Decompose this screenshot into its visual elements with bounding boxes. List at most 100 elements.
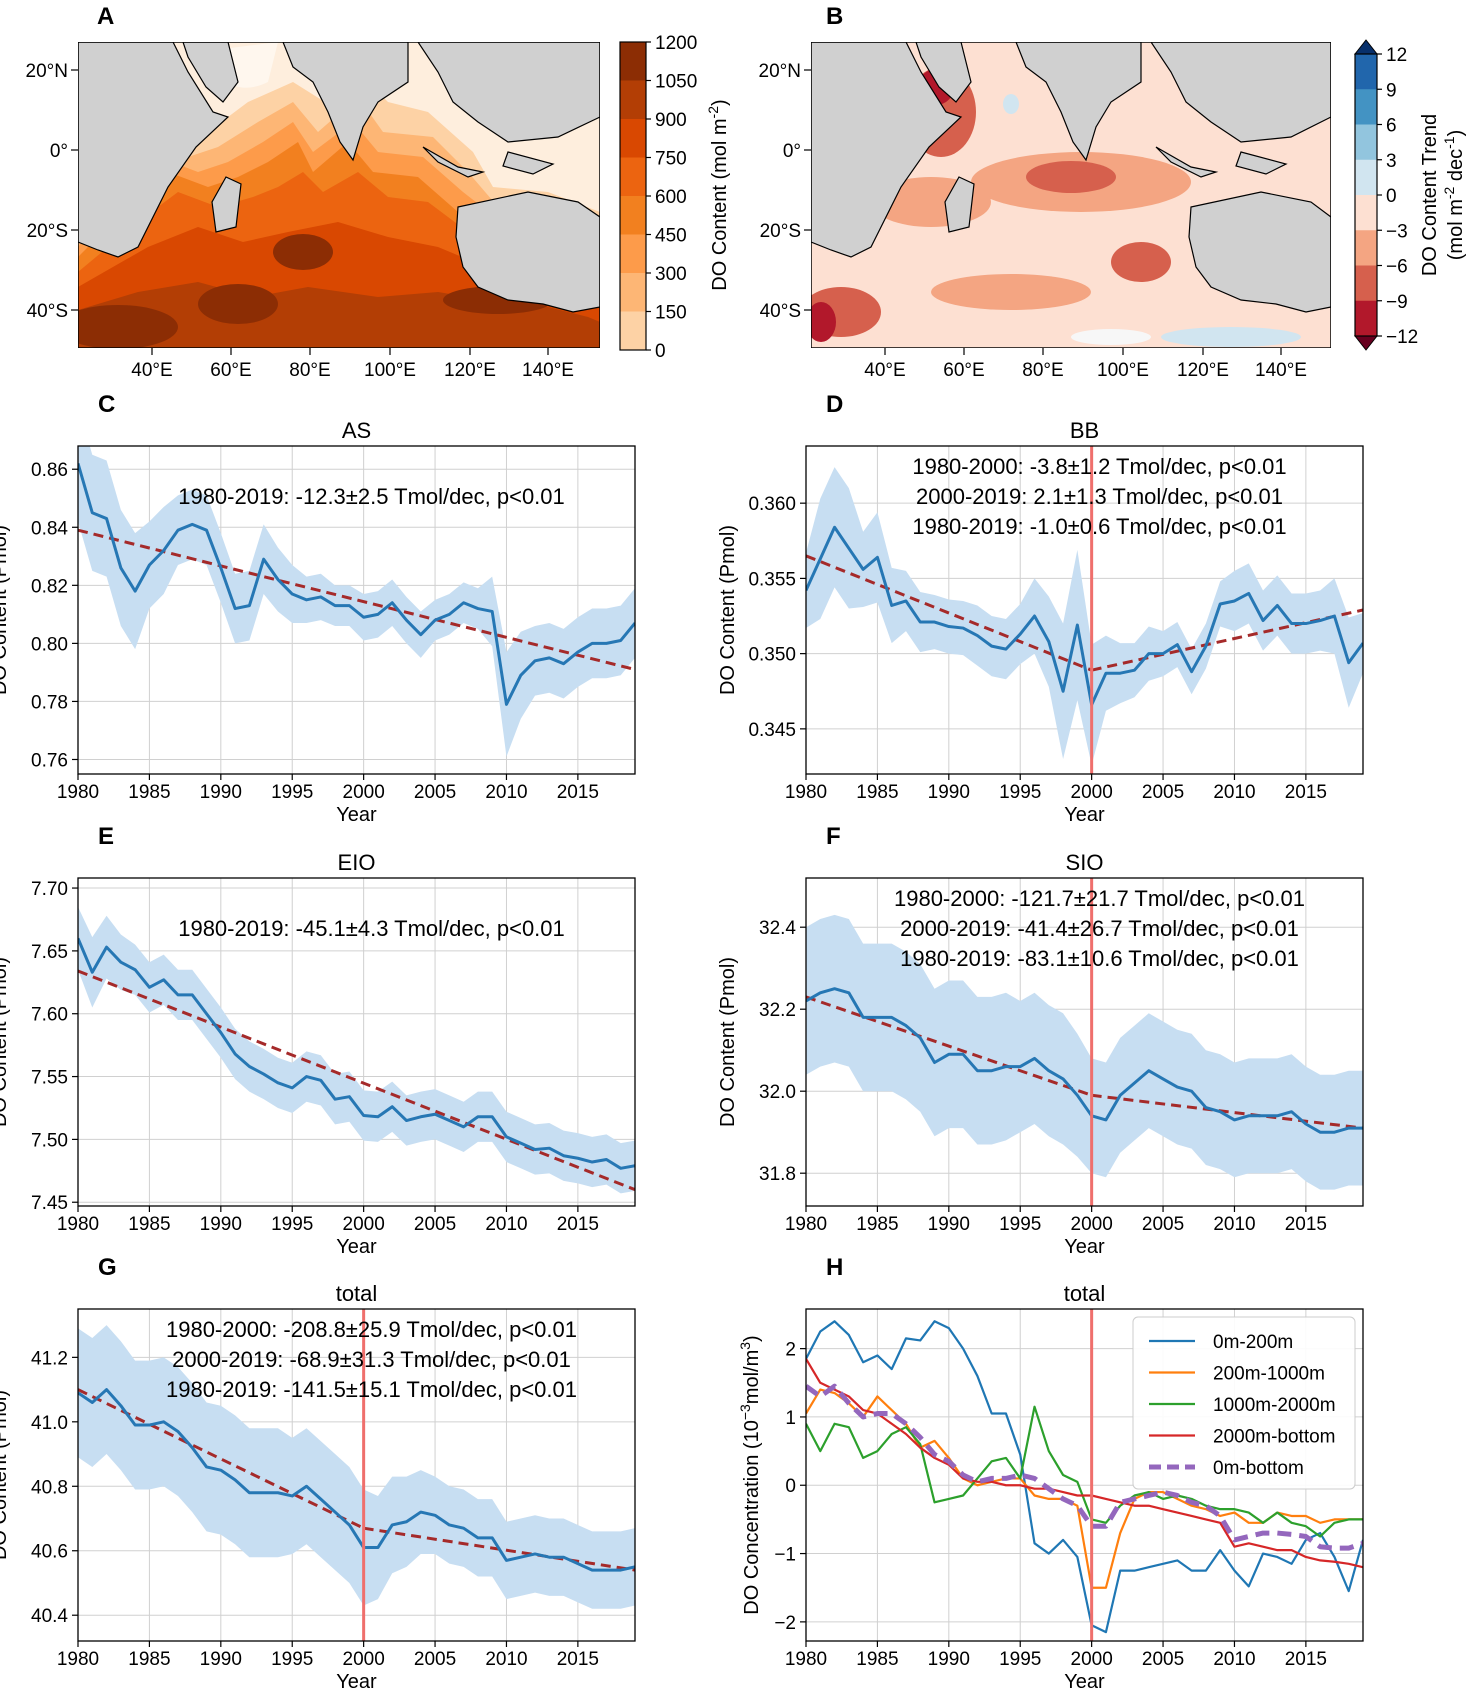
trend-annotation: 1980-2019: -45.1±4.3 Tmol/dec, p<0.01 (178, 916, 565, 941)
y-tick-label: 0.350 (748, 645, 796, 666)
uncertainty-band (78, 1325, 635, 1609)
y-tick-label: 0.76 (31, 750, 68, 771)
legend-label: 200m-1000m (1213, 1364, 1325, 1385)
chart-c: C AS 1980 1985 1990 1995 2000 2005 2010 2015 0.76 0… (0, 391, 636, 826)
chart-e: E EIO 1980 1985 1990 1995 2000 2005 2010 2015 7.45… (0, 823, 636, 1258)
y-tick-label: 0 (785, 1476, 796, 1497)
colorbar-b-extend-bottom (1353, 335, 1379, 351)
colorbar-b-tick-label: 9 (1386, 80, 1397, 101)
axes-frame (805, 445, 1364, 775)
colorbar-a-segment (620, 273, 646, 312)
y-tick-label: 0.86 (31, 460, 68, 481)
colorbar-a-tick-label: 600 (655, 187, 687, 208)
colorbar-b-label-line2: (mol m-2 dec-1) (1441, 130, 1467, 261)
y-tick-label: 40.4 (31, 1606, 68, 1627)
map-a-ticks: 20°N 0° 20°S 40°S 40°E 60°E 80°E 100°E 120°E 140°… (26, 61, 574, 381)
y-tick-label: 41.2 (31, 1348, 68, 1369)
colorbar-b-tick-label: −6 (1386, 257, 1408, 278)
axes-frame (77, 445, 636, 775)
y-tick-label: 0.78 (31, 692, 68, 713)
colorbar-a-segment (620, 157, 646, 197)
y-tick-label: 41.0 (31, 1413, 68, 1434)
y-tick-label: 0.360 (748, 494, 796, 515)
x-tick-label: 1980 (785, 1649, 827, 1670)
colorbar-a-segment (620, 311, 646, 351)
trend-annotation: 2000-2019: -41.4±26.7 Tmol/dec, p<0.01 (900, 916, 1299, 941)
panel-title: total (1064, 1281, 1106, 1306)
colorbar-b-segment (1355, 230, 1377, 266)
colorbar-a-tick-label: 1200 (655, 33, 697, 54)
y-tick-label: 7.70 (31, 879, 68, 900)
series-line (78, 1388, 635, 1572)
y-tick-label: 40.8 (31, 1477, 68, 1498)
trend-annotation: 1980-2000: -3.8±1.2 Tmol/dec, p<0.01 (912, 454, 1286, 479)
panel-title: BB (1070, 418, 1099, 443)
colorbar-a-segment (620, 196, 646, 235)
lon-tick-label: 60°E (210, 360, 251, 381)
x-tick-label: 2015 (1285, 1649, 1327, 1670)
lon-tick-label: 40°E (864, 360, 905, 381)
colorbar-b-segment (1355, 124, 1377, 161)
y-tick-label: 0.355 (748, 569, 796, 590)
plot-data (806, 446, 1363, 774)
trend-line (78, 969, 635, 1192)
x-tick-label: 2010 (1213, 1214, 1255, 1235)
x-tick-label: 1995 (999, 1649, 1041, 1670)
x-axis-label: Year (1064, 1671, 1105, 1691)
x-tick-label: 2005 (414, 782, 456, 803)
x-tick-label: 1985 (128, 1214, 170, 1235)
colorbar-b-segment (1355, 195, 1377, 231)
y-tick-label: 1 (785, 1408, 796, 1429)
lon-tick-label: 80°E (289, 360, 330, 381)
trend-line (806, 995, 1093, 1097)
map-b-ticks: 20°N 0° 20°S 40°S 40°E 60°E 80°E 100°E 120°E 140°… (759, 61, 1307, 381)
x-tick-label: 2000 (343, 782, 385, 803)
lat-tick-label: 20°S (760, 221, 801, 242)
lon-tick-label: 40°E (131, 360, 172, 381)
series-line (78, 462, 635, 706)
colorbar-b-tick-label: 12 (1386, 45, 1407, 66)
lat-tick-label: 0° (50, 141, 68, 162)
lat-tick-label: 40°S (760, 301, 801, 322)
colorbar-a-tick-label: 1050 (655, 72, 697, 93)
panel-label-a: A (97, 3, 114, 30)
uncertainty-band (806, 467, 1363, 765)
colorbar-b-segment (1355, 159, 1377, 196)
series-line-1000m-2000m (806, 1405, 1363, 1538)
map-a-fill (78, 42, 600, 348)
y-tick-label: 0.82 (31, 576, 68, 597)
y-tick-label: 0.345 (748, 720, 796, 741)
x-tick-label: 2015 (557, 1649, 599, 1670)
colorbar-b-tick-label: −3 (1386, 221, 1408, 242)
trend-annotation: 1980-2000: -208.8±25.9 Tmol/dec, p<0.01 (166, 1317, 577, 1342)
panel-label: H (826, 1254, 843, 1281)
x-tick-label: 2010 (1213, 1649, 1255, 1670)
trend-annotation: 1980-2019: -83.1±10.6 Tmol/dec, p<0.01 (900, 946, 1299, 971)
y-tick-label: 32.2 (759, 1000, 796, 1021)
y-tick-label: 31.8 (759, 1164, 796, 1185)
x-tick-label: 2005 (414, 1649, 456, 1670)
map-a: A (26, 3, 731, 381)
colorbar-a-tick-label: 900 (655, 110, 687, 131)
panel-label: C (98, 391, 115, 418)
x-axis-label: Year (1064, 1236, 1105, 1258)
x-tick-label: 2010 (485, 1649, 527, 1670)
colorbar-a-segment (620, 234, 646, 274)
legend-label: 0m-200m (1213, 1332, 1293, 1353)
land-a (78, 42, 600, 313)
colorbar-b: 12 9 6 3 0 −3 −6 −9 −12 (1353, 39, 1418, 351)
y-axis-label-part: mol/m (741, 1350, 763, 1404)
axes-frame (77, 1308, 636, 1642)
trend-annotation: 2000-2019: -68.9±31.3 Tmol/dec, p<0.01 (172, 1347, 571, 1372)
colorbar-b-tick-label: −9 (1386, 292, 1408, 313)
x-tick-label: 1985 (128, 782, 170, 803)
lon-tick-label: 120°E (444, 360, 496, 381)
x-tick-label: 1980 (57, 782, 99, 803)
colorbar-b-segment (1355, 54, 1377, 90)
x-tick-label: 2010 (485, 782, 527, 803)
lon-tick-label: 100°E (1097, 360, 1149, 381)
x-tick-label: 2005 (1142, 1649, 1184, 1670)
colorbar-b-extend-top (1353, 39, 1379, 55)
chart-d: D BB 1980 1985 1990 1995 2000 2005 2010 2015 0.345… (717, 391, 1364, 826)
legend: 0m-200m 200m-1000m 1000m-2000m 2000m-bottom… (1132, 1316, 1356, 1490)
